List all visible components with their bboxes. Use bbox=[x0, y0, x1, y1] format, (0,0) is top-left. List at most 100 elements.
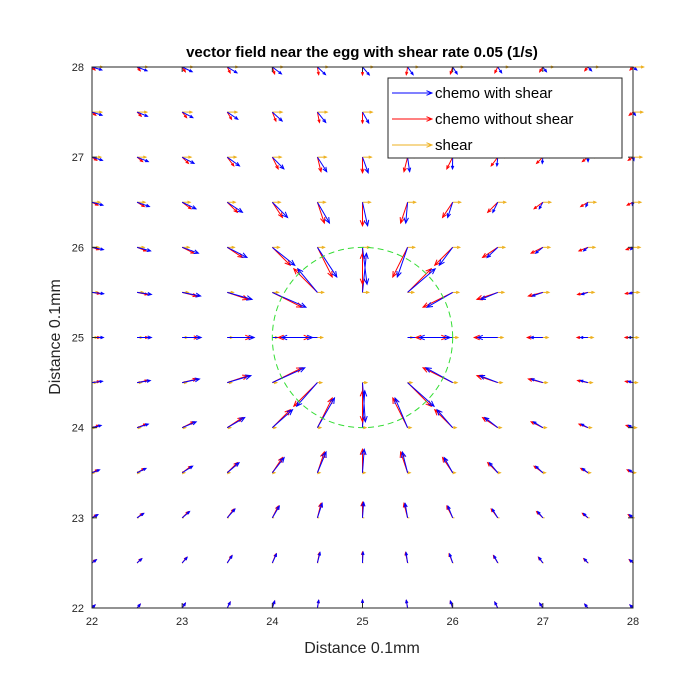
chemo-with-shear-arrow bbox=[627, 469, 634, 474]
x-tick-label: 25 bbox=[356, 616, 368, 628]
chemo-with-shear-arrow bbox=[316, 201, 331, 225]
chemo-without-shear-arrow bbox=[316, 111, 321, 124]
shear-arrow bbox=[497, 245, 507, 249]
chemo-with-shear-arrow bbox=[137, 291, 153, 296]
shear-arrow bbox=[227, 200, 237, 204]
shear-arrow bbox=[587, 426, 593, 430]
chemo-with-shear-arrow bbox=[478, 374, 498, 384]
chemo-with-shear-arrow bbox=[361, 550, 365, 563]
ticks-layer: 22 23 24 25 26 27 28 22 23 24 25 26 27 28 bbox=[72, 62, 639, 628]
chemo-with-shear-arrow bbox=[181, 246, 200, 254]
x-tick-label: 22 bbox=[86, 616, 98, 628]
chemo-with-shear-arrow bbox=[272, 246, 296, 267]
chemo-with-shear-arrow bbox=[226, 461, 240, 474]
chemo-with-shear-arrow bbox=[226, 508, 236, 519]
chemo-with-shear-arrow bbox=[91, 291, 105, 296]
chemo-with-shear-arrow bbox=[136, 201, 151, 208]
chemo-with-shear-arrow bbox=[182, 291, 202, 298]
chemo-without-shear-arrow bbox=[441, 201, 454, 219]
chemo-without-shear-arrow bbox=[486, 201, 499, 214]
chemo-without-shear-arrow bbox=[405, 66, 409, 76]
legend-label: chemo without shear bbox=[435, 111, 573, 128]
chemo-with-shear-arrow bbox=[181, 510, 191, 519]
chemo-with-shear-arrow bbox=[438, 247, 454, 267]
y-axis-label: Distance 0.1mm bbox=[47, 279, 64, 395]
chemo-with-shear-arrow bbox=[136, 66, 149, 72]
chemo-with-shear-arrow bbox=[407, 66, 414, 76]
chemo-without-shear-arrow bbox=[446, 156, 454, 171]
chemo-with-shear-arrow bbox=[91, 514, 100, 519]
shear-arrow bbox=[137, 110, 149, 114]
chemo-without-shear-arrow bbox=[399, 202, 409, 225]
chemo-with-shear-arrow bbox=[626, 380, 634, 384]
chemo-with-shear-arrow bbox=[542, 66, 548, 73]
chemo-with-shear-arrow bbox=[181, 66, 194, 73]
chemo-with-shear-arrow bbox=[91, 469, 101, 474]
chemo-with-shear-arrow bbox=[361, 500, 366, 518]
shear-arrow bbox=[633, 155, 644, 159]
shear-arrow bbox=[542, 245, 552, 249]
chemo-without-shear-arrow bbox=[533, 201, 544, 210]
chemo-with-shear-arrow bbox=[362, 382, 368, 424]
shear-arrow bbox=[542, 335, 550, 340]
shear-arrow bbox=[362, 380, 369, 385]
chemo-with-shear-arrow bbox=[424, 367, 453, 384]
chemo-with-shear-arrow bbox=[531, 291, 543, 297]
y-tick-label: 23 bbox=[72, 513, 84, 525]
chemo-with-shear-arrow bbox=[271, 456, 285, 474]
shear-arrow bbox=[272, 200, 282, 204]
chemo-with-shear-arrow bbox=[181, 602, 187, 609]
chemo-without-shear-arrow bbox=[583, 66, 589, 72]
shear-arrow bbox=[317, 380, 324, 385]
shear-arrow bbox=[227, 245, 236, 249]
shear-arrow bbox=[272, 110, 284, 114]
chemo-with-shear-arrow bbox=[534, 246, 544, 254]
shear-arrow bbox=[633, 380, 639, 385]
legend-arrow-1 bbox=[392, 116, 434, 122]
shear-arrow bbox=[587, 471, 592, 475]
shear-arrow bbox=[633, 200, 643, 204]
chemo-with-shear-arrow bbox=[226, 601, 231, 609]
chemo-with-shear-arrow bbox=[491, 508, 499, 519]
chemo-with-shear-arrow bbox=[581, 467, 589, 474]
chemo-with-shear-arrow bbox=[407, 157, 412, 173]
shear-arrow bbox=[407, 200, 417, 204]
chemo-with-shear-arrow bbox=[450, 157, 455, 171]
chemo-with-shear-arrow bbox=[226, 554, 233, 564]
chemo-with-shear-arrow bbox=[579, 335, 588, 340]
chemo-with-shear-arrow bbox=[136, 603, 142, 609]
shear-arrow bbox=[497, 380, 504, 385]
chemo-with-shear-arrow bbox=[316, 502, 324, 518]
shear-arrow bbox=[272, 155, 283, 159]
shear-arrow bbox=[407, 245, 417, 249]
chemo-with-shear-arrow bbox=[182, 334, 203, 341]
y-tick-label: 27 bbox=[72, 152, 84, 164]
chemo-with-shear-arrow bbox=[227, 246, 249, 259]
chemo-with-shear-arrow bbox=[628, 513, 634, 519]
chemo-with-shear-arrow bbox=[396, 247, 409, 279]
chemo-without-shear-arrow bbox=[226, 156, 235, 167]
shear-arrow bbox=[227, 110, 239, 114]
chemo-with-shear-arrow bbox=[492, 202, 499, 214]
chemo-with-shear-arrow bbox=[436, 408, 454, 428]
chemo-without-shear-arrow bbox=[494, 66, 499, 74]
chemo-with-shear-arrow bbox=[497, 66, 503, 74]
chemo-with-shear-arrow bbox=[443, 456, 454, 473]
shear-arrow bbox=[317, 155, 328, 159]
chemo-with-shear-arrow bbox=[404, 551, 409, 563]
shear-arrow bbox=[407, 471, 412, 475]
shear-arrow bbox=[182, 155, 193, 159]
shear-arrow bbox=[542, 290, 551, 295]
chemo-with-shear-arrow bbox=[486, 246, 499, 259]
shear-arrow bbox=[587, 245, 597, 249]
shear-arrow bbox=[227, 155, 238, 159]
shear-arrow bbox=[182, 200, 192, 204]
chemo-with-shear-arrow bbox=[580, 291, 589, 296]
chemo-with-shear-arrow bbox=[534, 465, 544, 474]
y-tick-label: 26 bbox=[72, 242, 84, 254]
chemo-without-shear-arrow bbox=[360, 112, 365, 125]
chemo-with-shear-arrow bbox=[136, 557, 143, 564]
chemo-with-shear-arrow bbox=[227, 374, 253, 384]
legend-arrow-0 bbox=[392, 90, 434, 96]
